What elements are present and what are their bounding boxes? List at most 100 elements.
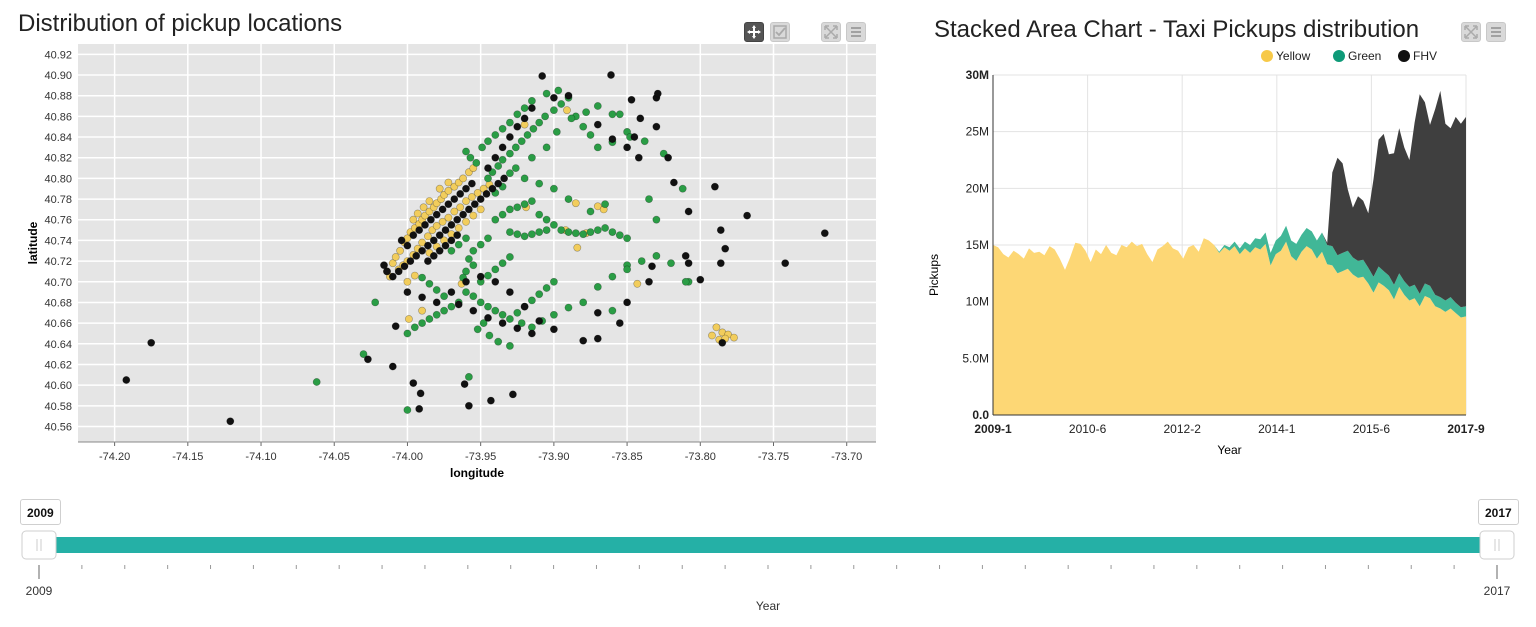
scatter-y-tick-label: 40.72 bbox=[44, 256, 72, 268]
scatter-point bbox=[498, 124, 507, 133]
scatter-point bbox=[484, 164, 492, 173]
scatter-point bbox=[513, 203, 522, 212]
scatter-point bbox=[684, 207, 693, 216]
scatter-point bbox=[491, 277, 500, 286]
scatter-point bbox=[681, 277, 690, 286]
scatter-point bbox=[476, 240, 485, 249]
legend-item-yellow[interactable]: Yellow bbox=[1261, 49, 1311, 63]
scatter-point bbox=[447, 302, 456, 311]
scatter-point bbox=[484, 174, 492, 183]
scatter-point bbox=[484, 137, 492, 146]
scatter-point bbox=[505, 315, 514, 323]
scatter-point bbox=[447, 246, 456, 255]
scatter-point bbox=[708, 331, 716, 340]
scatter-point bbox=[491, 215, 500, 224]
pan-tool-button[interactable] bbox=[744, 22, 764, 42]
scatter-point bbox=[667, 259, 675, 268]
scatter-point bbox=[403, 241, 412, 250]
scatter-x-tick-label: -73.80 bbox=[685, 451, 716, 463]
scatter-point bbox=[462, 277, 470, 286]
scatter-y-tick-label: 40.84 bbox=[44, 132, 72, 144]
scatter-fullscreen-button[interactable] bbox=[821, 22, 841, 42]
scatter-point bbox=[670, 178, 678, 187]
legend-item-green[interactable]: Green bbox=[1333, 49, 1381, 63]
scatter-point bbox=[464, 372, 473, 381]
scatter-point bbox=[721, 244, 730, 253]
select-tool-button[interactable] bbox=[770, 22, 790, 42]
scatter-y-tick-label: 40.70 bbox=[44, 277, 72, 289]
scatter-point bbox=[371, 298, 380, 307]
scatter-point bbox=[579, 298, 588, 307]
scatter-point bbox=[505, 341, 514, 350]
scatter-point bbox=[781, 259, 790, 268]
scatter-point bbox=[586, 228, 595, 236]
scatter-point bbox=[486, 396, 495, 405]
scatter-point bbox=[582, 108, 590, 117]
scatter-point bbox=[528, 197, 536, 205]
scatter-point bbox=[482, 189, 491, 198]
scatter-point bbox=[528, 296, 536, 305]
scatter-point bbox=[380, 261, 388, 270]
scatter-point bbox=[462, 217, 470, 226]
scatter-point bbox=[542, 143, 551, 152]
scatter-point bbox=[403, 288, 412, 296]
scatter-y-tick-label: 40.74 bbox=[44, 235, 72, 247]
scatter-point bbox=[579, 122, 588, 131]
scatter-point bbox=[432, 221, 441, 230]
scatter-point bbox=[447, 236, 456, 245]
scatter-point bbox=[473, 188, 482, 197]
slider-start-handle[interactable] bbox=[21, 530, 57, 560]
scatter-point bbox=[593, 308, 602, 317]
scatter-point bbox=[469, 246, 478, 255]
scatter-y-tick-label: 40.78 bbox=[44, 194, 72, 206]
scatter-point bbox=[564, 195, 573, 203]
scatter-plot-area[interactable] bbox=[78, 44, 876, 442]
scatter-point bbox=[459, 174, 467, 183]
scatter-point bbox=[388, 259, 397, 268]
scatter-point bbox=[684, 259, 693, 268]
scatter-point bbox=[388, 362, 397, 371]
scatter-point bbox=[513, 308, 522, 317]
scatter-point bbox=[423, 257, 432, 265]
legend-item-fhv[interactable]: FHV bbox=[1398, 49, 1437, 63]
scatter-point bbox=[494, 179, 503, 188]
area-legend[interactable]: Yellow Green FHV bbox=[1261, 49, 1437, 63]
year-range-slider[interactable]: 2009 2017 Year bbox=[0, 495, 1536, 627]
scatter-point bbox=[438, 205, 447, 214]
scatter-point bbox=[467, 193, 476, 201]
slider-selected-range[interactable] bbox=[40, 537, 1498, 553]
scatter-chart[interactable]: -74.20 -74.15 -74.10 -74.05 -74.00 -73.95 -73.… bbox=[0, 40, 900, 485]
scatter-point bbox=[608, 110, 617, 119]
scatter-point bbox=[425, 315, 434, 323]
scatter-point bbox=[528, 104, 536, 112]
scatter-point bbox=[438, 217, 447, 226]
scatter-point bbox=[498, 210, 507, 219]
scatter-point bbox=[444, 213, 453, 222]
scatter-series bbox=[122, 71, 829, 426]
scatter-point bbox=[491, 153, 500, 162]
scatter-y-tick-label: 40.58 bbox=[44, 401, 72, 413]
scatter-point bbox=[418, 293, 426, 302]
area-fullscreen-button[interactable] bbox=[1461, 22, 1481, 42]
scatter-point bbox=[520, 232, 529, 241]
area-menu-button[interactable] bbox=[1486, 22, 1506, 42]
scatter-point bbox=[441, 241, 450, 250]
scatter-menu-button[interactable] bbox=[846, 22, 866, 42]
scatter-point bbox=[520, 200, 529, 209]
scatter-point bbox=[608, 306, 617, 315]
scatter-point bbox=[500, 174, 508, 183]
scatter-y-tick-label: 40.86 bbox=[44, 111, 72, 123]
scatter-point bbox=[513, 122, 522, 131]
scatter-point bbox=[491, 131, 500, 139]
scatter-point bbox=[593, 120, 602, 129]
scatter-point bbox=[550, 220, 558, 229]
area-x-tick-label: 2014-1 bbox=[1258, 422, 1296, 436]
scatter-x-tick-label: -73.70 bbox=[831, 451, 862, 463]
scatter-point bbox=[513, 324, 522, 333]
scatter-point bbox=[425, 197, 434, 205]
scatter-point bbox=[464, 255, 473, 263]
area-chart[interactable]: 0.0 5.0M 10M 15M 20M 25M 30M 2009-1 2010-6 2012-2… bbox=[920, 40, 1520, 470]
scatter-point bbox=[459, 210, 467, 219]
scatter-point bbox=[456, 189, 465, 198]
slider-end-handle[interactable] bbox=[1479, 530, 1515, 560]
